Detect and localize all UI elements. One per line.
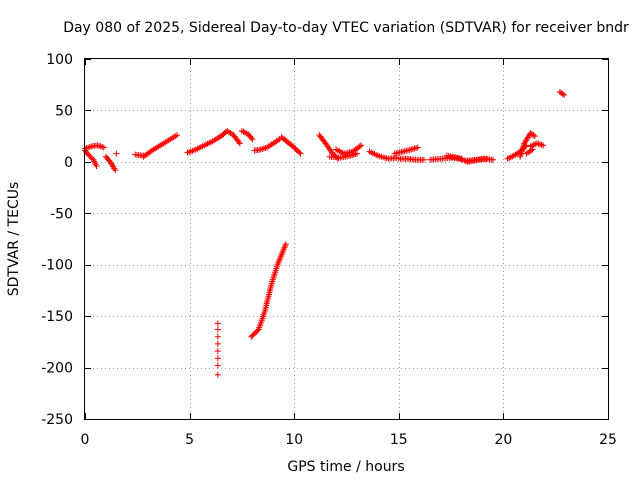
plot-frame	[84, 58, 609, 420]
data-point	[112, 167, 119, 174]
y-tick-label: 0	[64, 155, 73, 171]
data-point	[214, 355, 221, 362]
y-tick-labels: -250 -200 -150 -100 -50 0 50 100	[41, 52, 73, 428]
chart-title: Day 080 of 2025, Sidereal Day-to-day VTE…	[63, 20, 629, 36]
x-tick-labels: 0 5 10 15 20 25	[81, 432, 617, 448]
data-point	[100, 144, 107, 151]
data-point	[254, 327, 261, 334]
data-point	[420, 156, 427, 163]
data-point	[540, 142, 547, 149]
data-point	[561, 92, 568, 98]
data-point	[214, 371, 221, 378]
x-tick-label: 25	[599, 432, 617, 448]
data-point	[147, 148, 154, 155]
data-point	[531, 133, 538, 140]
data-point	[414, 144, 421, 151]
y-tick-label: 100	[46, 52, 73, 68]
data-point	[214, 340, 221, 347]
data-point	[93, 162, 100, 169]
x-tick-label: 15	[390, 432, 408, 448]
series-sdtvar	[82, 88, 568, 378]
data-point	[214, 326, 221, 333]
data-point	[174, 132, 181, 139]
data-point	[214, 348, 221, 355]
data-point	[214, 320, 221, 327]
y-tick-label: -100	[41, 258, 73, 274]
data-point	[214, 362, 221, 369]
data-point	[86, 152, 93, 159]
data-point	[236, 140, 243, 147]
y-tick-label: -200	[41, 361, 73, 377]
data-point	[358, 142, 365, 149]
data-point	[282, 241, 289, 248]
x-axis-label: GPS time / hours	[287, 459, 404, 475]
y-tick-label: -150	[41, 309, 73, 325]
data-point	[113, 150, 120, 157]
x-tick-label: 0	[81, 432, 90, 448]
data-point	[214, 333, 221, 340]
grid-layer	[85, 59, 608, 419]
data-point	[296, 149, 303, 156]
data-point	[356, 143, 363, 150]
y-tick-label: 50	[55, 103, 73, 119]
data-point	[87, 154, 94, 161]
y-tick-label: -250	[41, 412, 73, 428]
data-point	[249, 136, 256, 143]
data-point	[529, 146, 536, 153]
data-point	[235, 138, 242, 145]
x-tick-label: 10	[285, 432, 303, 448]
data-point	[530, 132, 537, 139]
x-tick-label: 20	[494, 432, 512, 448]
data-point	[489, 156, 496, 163]
data-point	[559, 90, 566, 97]
x-tick-label: 5	[185, 432, 194, 448]
data-point	[248, 134, 255, 141]
data-point	[353, 150, 360, 157]
data-layer	[82, 88, 568, 378]
y-tick-label: -50	[50, 206, 73, 222]
y-axis-label: SDTVAR / TECUs	[6, 182, 22, 297]
data-point	[297, 150, 304, 157]
